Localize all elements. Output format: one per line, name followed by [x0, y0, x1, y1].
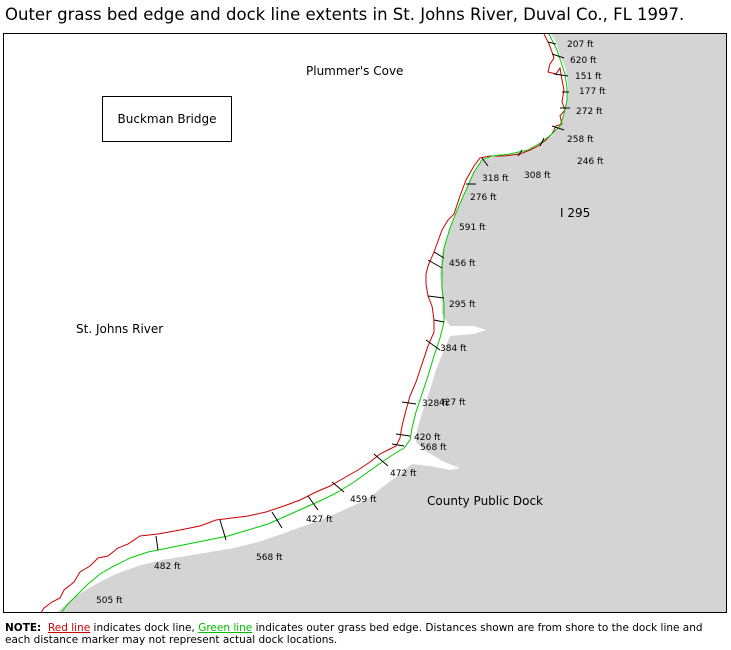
note-red-line-text: Red line — [47, 622, 91, 634]
note: NOTE: Red line indicates dock line, Gree… — [5, 622, 727, 646]
distance-label: 482 ft — [154, 562, 181, 572]
map-frame: 207 ft 620 ft 151 ft 177 ft 272 ft 258 ft 246 … — [3, 33, 727, 613]
map-canvas: 207 ft 620 ft 151 ft 177 ft 272 ft 258 ft 246 … — [40, 34, 726, 612]
distance-label: 568 ft — [256, 553, 283, 563]
distance-marker — [481, 157, 489, 167]
distance-marker — [219, 519, 227, 541]
distance-label: 258 ft — [567, 135, 594, 145]
note-green-line-text: Green line — [198, 622, 253, 634]
distance-marker — [271, 511, 283, 529]
distance-label: 427 ft — [306, 515, 333, 525]
distance-label: 177 ft — [579, 87, 606, 97]
distance-marker — [391, 443, 405, 447]
distance-marker — [433, 251, 445, 259]
distance-marker — [433, 319, 445, 323]
distance-label: 459 ft — [350, 495, 377, 505]
distance-label: 295 ft — [449, 300, 476, 310]
distance-label: 472 ft — [390, 469, 417, 479]
note-label: NOTE: — [5, 622, 42, 634]
distance-marker — [307, 495, 319, 511]
distance-marker — [373, 453, 389, 467]
distance-label: 246 ft — [577, 157, 604, 167]
distance-marker — [539, 137, 545, 147]
distance-label: 328 ft — [422, 399, 449, 409]
distance-labels: 207 ft 620 ft 151 ft 177 ft 272 ft 258 ft 246 … — [96, 40, 606, 606]
county-public-dock-label: County Public Dock — [427, 494, 544, 508]
distance-marker — [551, 53, 565, 59]
distance-label: 151 ft — [575, 72, 602, 82]
buckman-bridge-label: Buckman Bridge — [102, 96, 232, 142]
plummers-cove-label: Plummer's Cove — [306, 64, 404, 78]
distance-markers — [155, 41, 570, 551]
distance-marker — [551, 125, 565, 131]
distance-marker — [547, 41, 557, 45]
distance-label: 620 ft — [570, 56, 597, 66]
grass-bed-edge — [60, 34, 568, 612]
distance-marker — [331, 481, 345, 493]
distance-marker — [427, 259, 443, 269]
dock-line — [40, 34, 566, 612]
distance-marker — [401, 401, 417, 405]
distance-marker — [553, 73, 569, 77]
distance-label: 427 ft — [439, 398, 466, 408]
distance-label: 276 ft — [470, 193, 497, 203]
distance-label: 420 ft — [414, 433, 441, 443]
distance-label: 272 ft — [576, 107, 603, 117]
distance-label: 456 ft — [449, 259, 476, 269]
note-text-2: indicates outer grass bed edge. Distance… — [5, 622, 703, 646]
distance-marker — [517, 149, 523, 157]
distance-label: 207 ft — [567, 40, 594, 50]
note-text-1: indicates dock line, — [90, 622, 199, 634]
i295-label: I 295 — [560, 206, 591, 220]
distance-marker — [155, 535, 159, 551]
distance-label: 308 ft — [524, 171, 551, 181]
distance-marker — [395, 433, 411, 437]
distance-label: 318 ft — [482, 174, 509, 184]
distance-label: 568 ft — [420, 443, 447, 453]
land-area — [58, 34, 726, 612]
distance-label: 591 ft — [459, 223, 486, 233]
distance-label: 505 ft — [96, 596, 123, 606]
distance-marker — [427, 295, 445, 299]
distance-label: 384 ft — [440, 344, 467, 354]
st-johns-river-label: St. Johns River — [76, 322, 164, 336]
page-title: Outer grass bed edge and dock line exten… — [5, 5, 685, 24]
distance-marker — [425, 339, 441, 351]
